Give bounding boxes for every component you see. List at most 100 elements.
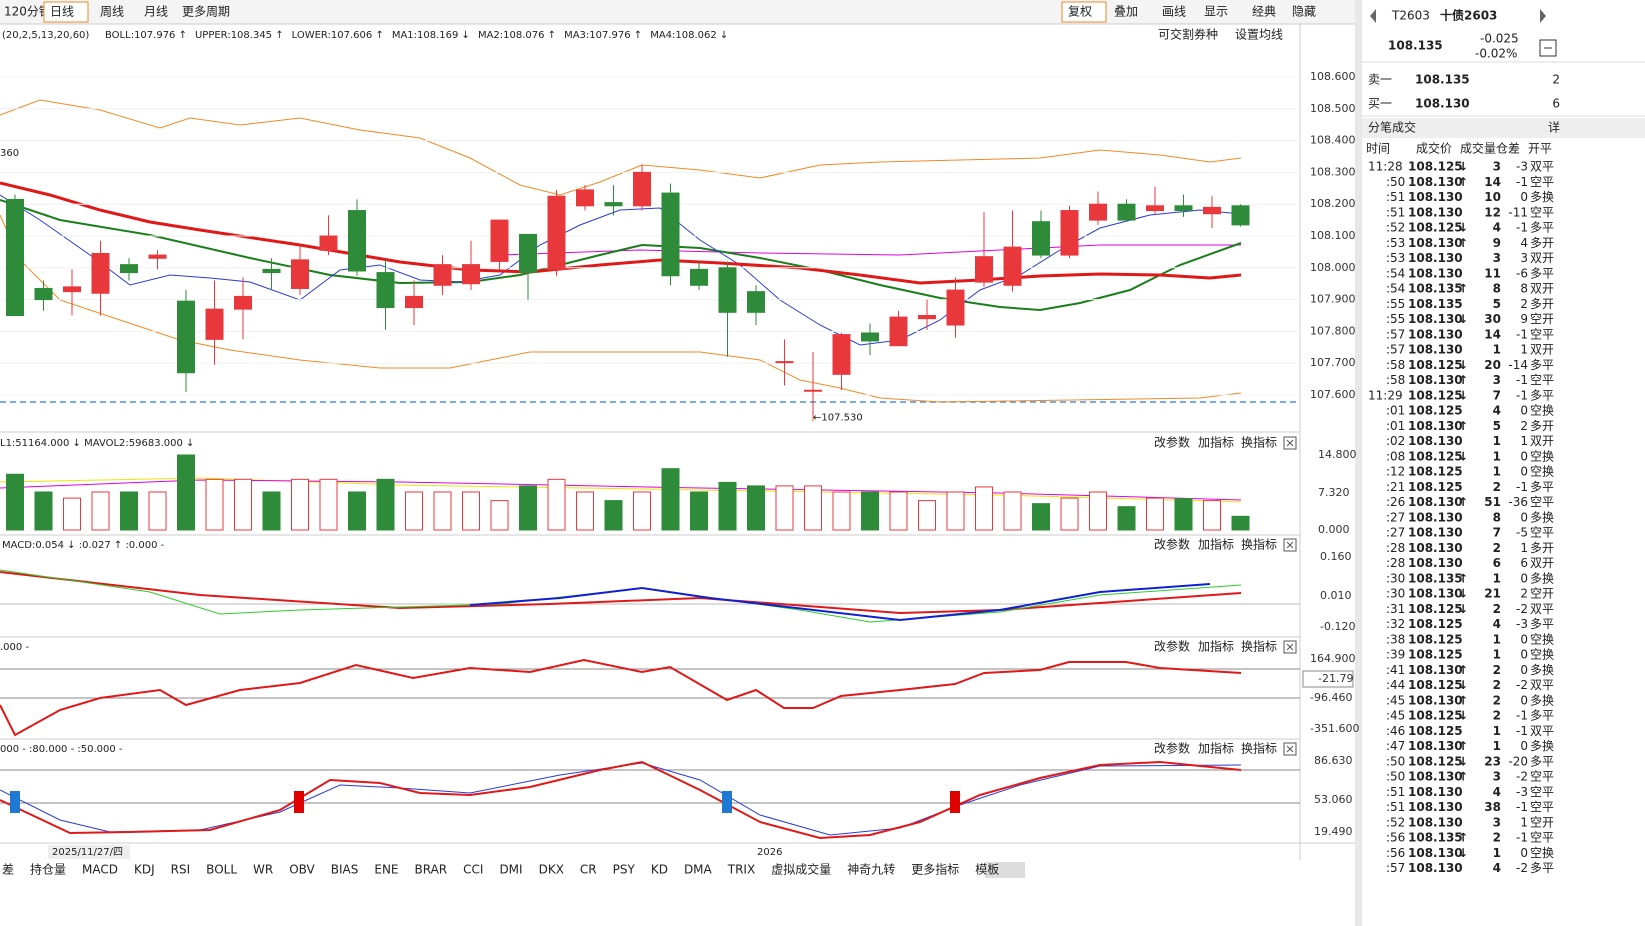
tool-button[interactable]: 画线 [1162, 5, 1186, 19]
next-arrow[interactable] [1540, 9, 1546, 23]
link[interactable]: 设置均线 [1235, 28, 1283, 42]
indicator-tab[interactable]: 差 [2, 863, 14, 877]
prev-arrow[interactable] [1370, 9, 1376, 23]
tick-time: :50 [1386, 754, 1405, 768]
panel-button[interactable]: 改参数 [1154, 537, 1190, 552]
indicator-tab[interactable]: 更多指标 [911, 862, 959, 877]
indicator-tab[interactable]: PSY [613, 863, 636, 877]
tick-volume: 3 [1493, 251, 1501, 265]
candle-body [832, 334, 851, 375]
panel-button[interactable]: 换指标 [1241, 537, 1277, 552]
tick-volume: 2 [1493, 678, 1501, 692]
tick-volume: 9 [1493, 236, 1501, 250]
period-button[interactable]: 月线 [144, 5, 168, 19]
volume-bar [1174, 498, 1193, 531]
current-value-box [1302, 670, 1354, 688]
tick-diff: -1 [1516, 480, 1528, 494]
ticks-detail[interactable]: 详 [1548, 120, 1560, 135]
volume-bar [148, 491, 167, 531]
indicator-tab[interactable]: DKX [539, 863, 564, 877]
volume-bar [661, 468, 680, 531]
panel-button[interactable]: 加指标 [1198, 435, 1234, 450]
indicator-tab[interactable]: 模板 [975, 863, 999, 877]
tick-kind: 空开 [1530, 815, 1554, 829]
tick-time: :41 [1386, 663, 1405, 677]
period-button[interactable]: 周线 [100, 5, 124, 19]
tick-volume: 2 [1493, 709, 1501, 723]
tick-price: 108.130 [1408, 419, 1463, 433]
y-tick-label: 107.600 [1310, 388, 1356, 401]
link[interactable]: 可交割券种 [1158, 27, 1218, 42]
indicator-tab[interactable]: 神奇九转 [847, 862, 895, 877]
volume-bar [291, 478, 309, 531]
tick-kind: 多换 [1530, 571, 1554, 585]
splitter[interactable] [1355, 0, 1362, 926]
book-label: 卖一 [1368, 73, 1392, 87]
panel-button[interactable]: 换指标 [1241, 435, 1277, 450]
indicator-tab[interactable]: KDJ [134, 863, 155, 877]
period-button[interactable]: 更多周期 [182, 5, 230, 19]
volume-bar [63, 497, 81, 531]
period-button[interactable]: 日线 [50, 5, 74, 19]
candle-body [234, 295, 252, 310]
indicator-tab[interactable]: TRIX [727, 863, 755, 877]
tick-time: :47 [1386, 739, 1405, 753]
close-button[interactable] [1283, 640, 1297, 654]
tick-time: :27 [1386, 526, 1405, 540]
indicator-tab[interactable]: DMI [499, 863, 522, 877]
volume-bar [490, 500, 509, 531]
panel-button[interactable]: 改参数 [1154, 639, 1190, 654]
indicator-tab[interactable]: RSI [171, 863, 191, 877]
tool-button[interactable]: 叠加 [1114, 5, 1138, 19]
candle-body [718, 267, 737, 313]
indicator-label: UPPER:108.345 ↑ [195, 30, 284, 41]
panel-button[interactable]: 加指标 [1198, 741, 1234, 756]
tick-diff: -1 [1516, 800, 1528, 814]
panel-button[interactable]: 换指标 [1241, 639, 1277, 654]
indicator-tab[interactable]: BIAS [331, 863, 359, 877]
tick-price: 108.130 [1408, 327, 1463, 341]
close-button[interactable] [1283, 538, 1297, 552]
candle-body [91, 252, 110, 294]
panel-button[interactable]: 改参数 [1154, 435, 1190, 450]
indicator-tab[interactable]: CR [580, 863, 597, 877]
indicator-tab[interactable]: 持仓量 [30, 862, 66, 877]
tick-kind: 空开 [1530, 587, 1554, 601]
tick-volume: 4 [1493, 221, 1501, 235]
indicator-tab[interactable]: MACD [82, 863, 118, 877]
panel-button[interactable]: 加指标 [1198, 537, 1234, 552]
indicator-tab[interactable]: BRAR [415, 863, 448, 877]
volume-bar [91, 491, 110, 531]
tick-dir: ↓ [1458, 221, 1468, 235]
tick-dir: ↑ [1458, 831, 1468, 845]
indicator-lines [0, 99, 1300, 840]
y-tick-label: 108.400 [1310, 134, 1356, 147]
indicator-tab[interactable]: ENE [374, 863, 398, 877]
collapse-icon[interactable] [1539, 39, 1557, 57]
indicator-tab[interactable]: WR [253, 863, 273, 877]
tool-button[interactable]: 显示 [1204, 5, 1228, 19]
indicator-tab[interactable]: 虚拟成交量 [771, 862, 831, 877]
period-button[interactable]: 120分钟 [4, 4, 51, 19]
candle-body [1032, 221, 1050, 256]
close-button[interactable] [1283, 436, 1297, 450]
indicator-tab[interactable]: DMA [684, 863, 713, 877]
tick-dir: ↓ [1458, 602, 1468, 616]
panel-button[interactable]: 加指标 [1198, 639, 1234, 654]
indicator-tab[interactable]: OBV [289, 863, 315, 877]
panel-button[interactable]: 换指标 [1241, 741, 1277, 756]
close-button[interactable] [1283, 742, 1297, 756]
indicator-tab[interactable]: CCI [463, 863, 483, 877]
tool-button[interactable]: 隐藏 [1292, 5, 1316, 19]
tick-time: :56 [1386, 846, 1405, 860]
indicator-tab[interactable]: BOLL [206, 863, 237, 877]
indicator-tab[interactable]: KD [651, 863, 668, 877]
panel-button[interactable]: 改参数 [1154, 741, 1190, 756]
close-x [1286, 541, 1294, 549]
tick-dir: ↑ [1458, 571, 1468, 585]
tool-button[interactable]: 经典 [1252, 5, 1276, 19]
tool-button[interactable]: 复权 [1068, 5, 1092, 19]
y-tick-label: 164.900 [1310, 652, 1356, 665]
tick-diff: -3 [1516, 160, 1528, 174]
column-header: 仓差 [1496, 142, 1520, 156]
